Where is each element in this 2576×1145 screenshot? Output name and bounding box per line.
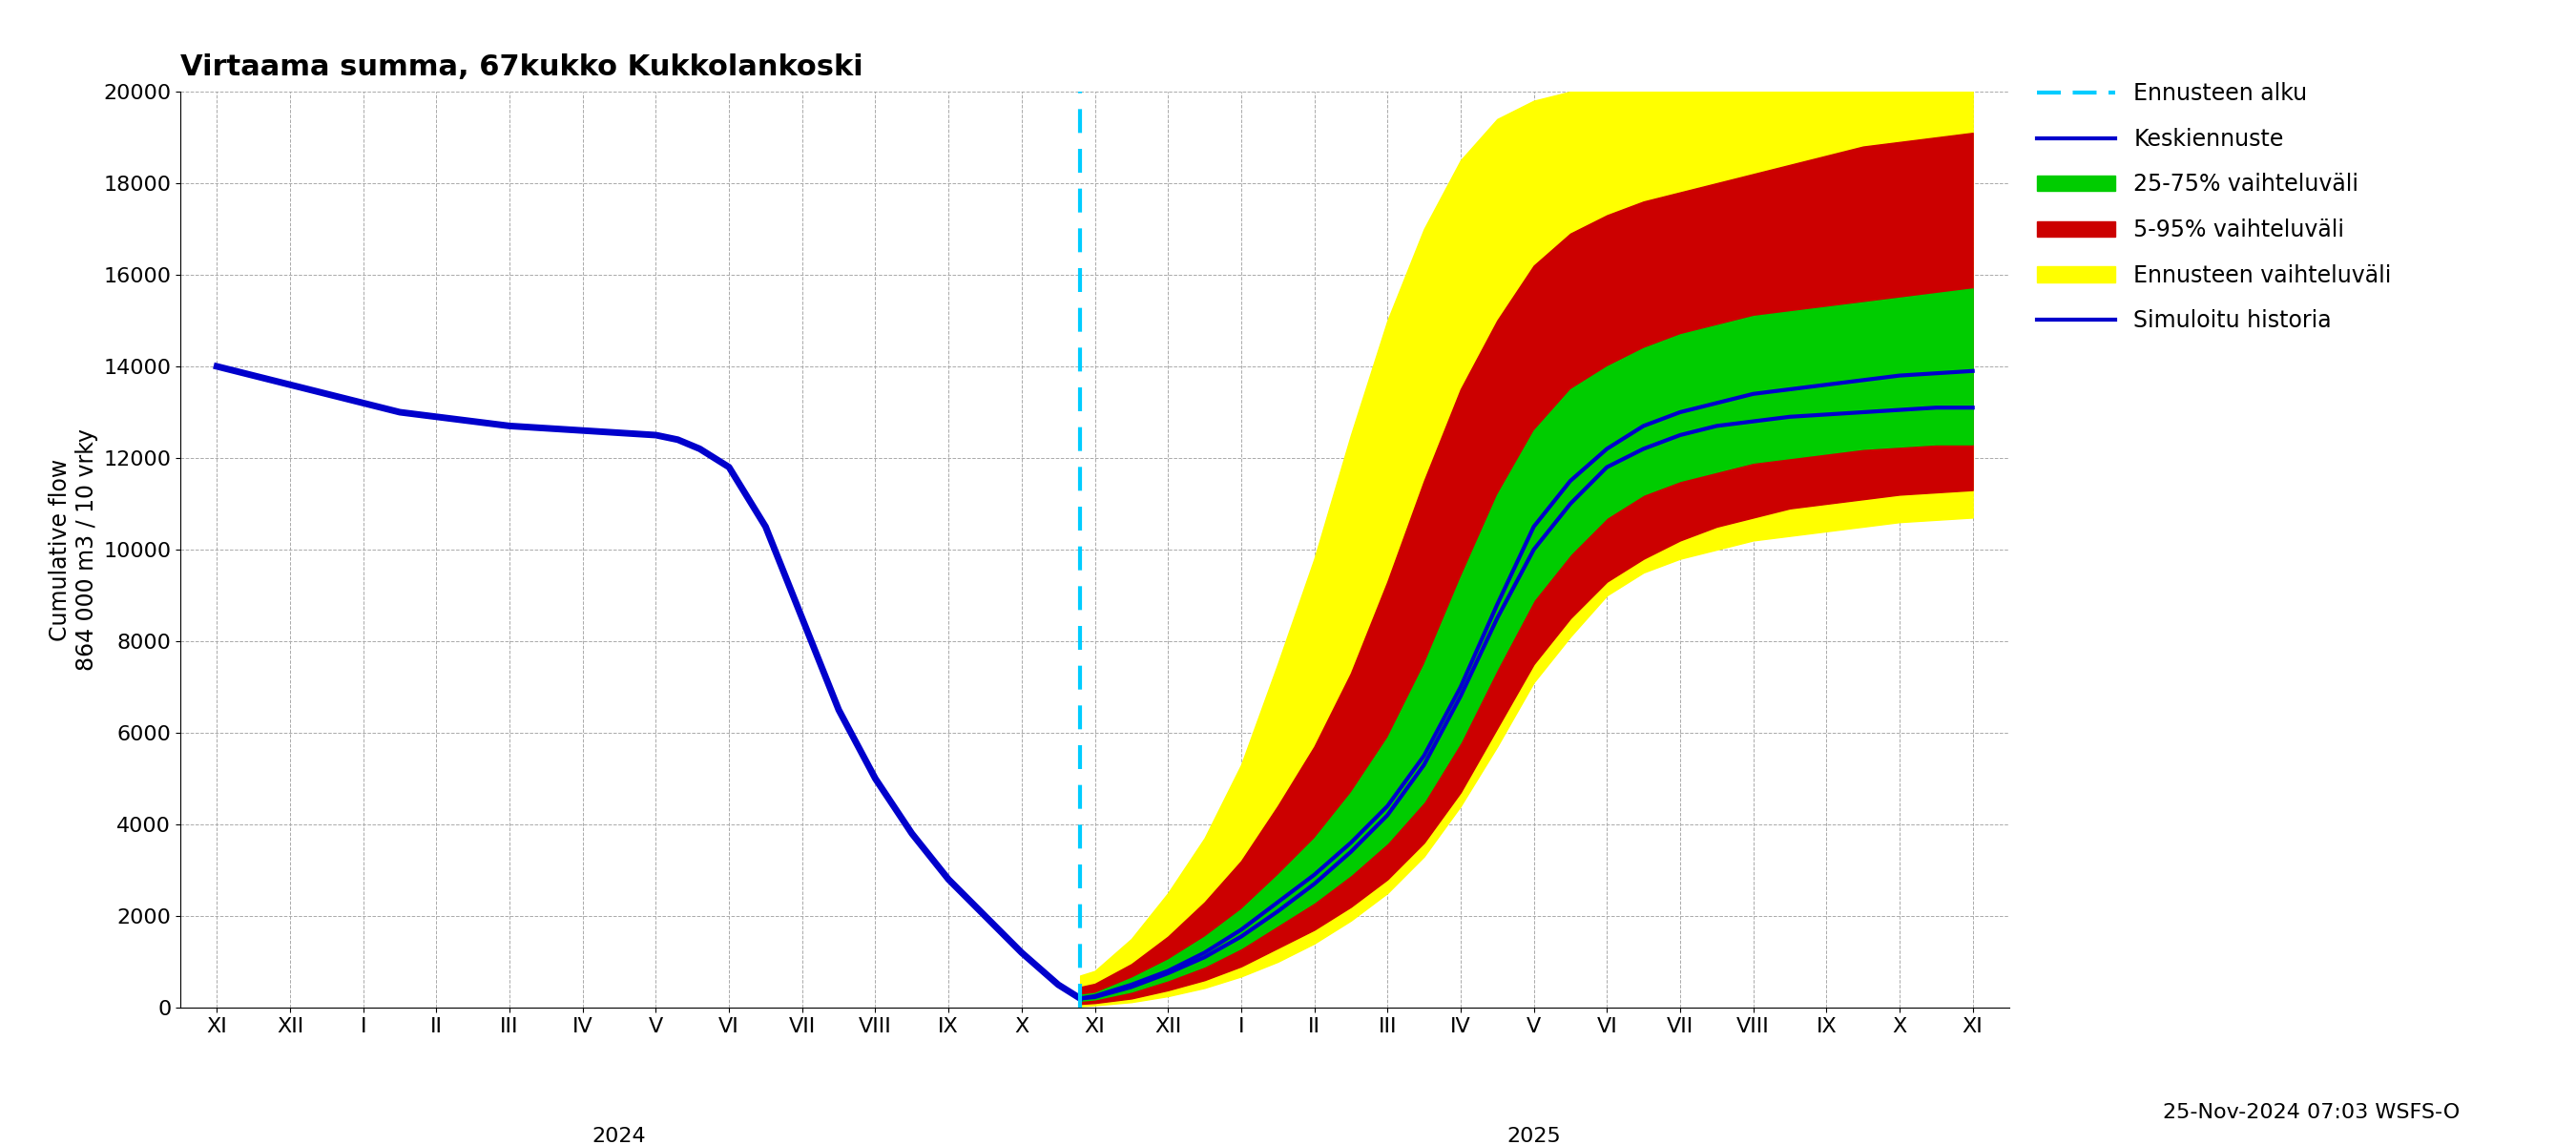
Legend: Ennusteen alku, Keskiennuste, 25-75% vaihteluväli, 5-95% vaihteluväli, Ennusteen: Ennusteen alku, Keskiennuste, 25-75% vai… xyxy=(2027,73,2401,341)
Text: Virtaama summa, 67kukko Kukkolankoski: Virtaama summa, 67kukko Kukkolankoski xyxy=(180,54,863,81)
Y-axis label: Cumulative flow
864 000 m3 / 10 vrky: Cumulative flow 864 000 m3 / 10 vrky xyxy=(49,428,98,671)
Text: 25-Nov-2024 07:03 WSFS-O: 25-Nov-2024 07:03 WSFS-O xyxy=(2164,1103,2460,1122)
Text: 2024: 2024 xyxy=(592,1127,647,1145)
Text: 2025: 2025 xyxy=(1507,1127,1561,1145)
